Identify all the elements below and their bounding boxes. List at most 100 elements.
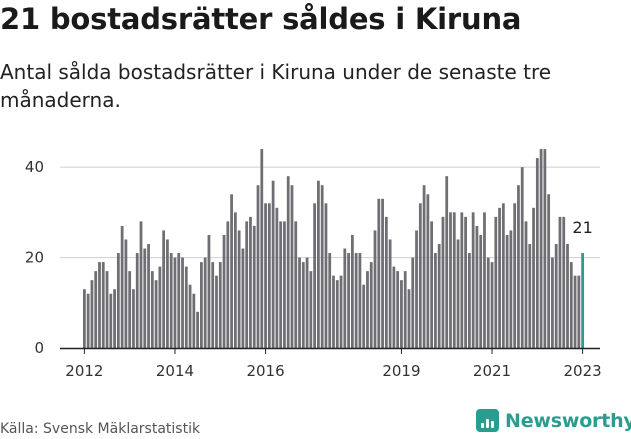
bar xyxy=(392,266,396,348)
bar xyxy=(128,271,132,348)
bar xyxy=(249,216,252,348)
bar xyxy=(422,185,426,348)
bar xyxy=(275,207,279,348)
bar xyxy=(320,185,324,348)
bar xyxy=(150,271,154,348)
bar xyxy=(298,257,301,348)
bar xyxy=(339,275,343,348)
x-tick-label: 2014 xyxy=(156,362,194,380)
bar xyxy=(505,234,509,348)
bar xyxy=(169,253,173,348)
bar xyxy=(222,234,226,348)
x-tick-label: 2019 xyxy=(382,362,420,380)
bar xyxy=(207,234,211,348)
bar xyxy=(467,253,471,348)
bar xyxy=(294,221,298,348)
bar xyxy=(513,203,517,348)
brand-logo[interactable]: Newsworthy xyxy=(476,409,631,432)
bar xyxy=(354,253,358,348)
y-tick-label: 40 xyxy=(25,158,44,176)
bar xyxy=(400,280,403,348)
bar xyxy=(539,149,543,348)
bar xyxy=(554,244,558,348)
bar xyxy=(498,207,501,348)
bars xyxy=(83,149,584,348)
bar xyxy=(90,280,94,348)
bar xyxy=(256,185,260,348)
bar xyxy=(369,262,373,348)
bar xyxy=(132,289,135,348)
bar xyxy=(384,216,388,348)
bar xyxy=(335,280,339,348)
x-tick-label: 2016 xyxy=(246,362,284,380)
bar xyxy=(366,271,369,348)
bar xyxy=(377,198,381,348)
bar xyxy=(441,216,445,348)
bar xyxy=(426,194,430,348)
x-tick-label: 2021 xyxy=(473,362,511,380)
bar xyxy=(283,221,286,348)
bar xyxy=(120,225,124,348)
bar xyxy=(509,230,513,348)
bar xyxy=(109,293,113,348)
bar xyxy=(101,262,105,348)
bar xyxy=(452,212,456,348)
bar xyxy=(237,230,241,348)
bar xyxy=(309,271,313,348)
bar xyxy=(569,262,573,348)
bar xyxy=(135,253,139,348)
bar xyxy=(562,216,566,348)
bar xyxy=(188,284,192,348)
bar xyxy=(434,253,437,348)
bar xyxy=(347,253,350,348)
bar xyxy=(158,266,162,348)
bar xyxy=(113,289,116,348)
bar xyxy=(558,216,562,348)
bar xyxy=(181,257,184,348)
bar xyxy=(464,216,467,348)
bar xyxy=(230,194,233,348)
bar xyxy=(547,194,551,348)
bar xyxy=(449,212,452,348)
bar xyxy=(388,239,392,348)
bar xyxy=(226,221,230,348)
bar xyxy=(350,234,354,348)
x-tick-label: 2012 xyxy=(65,362,103,380)
brand-name: Newsworthy xyxy=(505,409,631,432)
bar xyxy=(154,280,158,348)
highlight-value-label: 21 xyxy=(572,218,592,237)
bar xyxy=(166,239,169,348)
bar xyxy=(241,248,245,348)
bar xyxy=(301,262,305,348)
bar xyxy=(543,149,547,348)
bar xyxy=(437,244,441,348)
bar xyxy=(290,185,294,348)
bar xyxy=(358,253,362,348)
bar xyxy=(396,271,400,348)
bar xyxy=(267,203,271,348)
bar xyxy=(245,221,249,348)
bar xyxy=(535,158,539,348)
bar-chart: 0 20 40 2012 2014 2016 2019 2021 2023 21 xyxy=(25,149,602,380)
bar xyxy=(305,257,309,348)
bar xyxy=(524,221,528,348)
bar xyxy=(279,221,283,348)
bar xyxy=(196,311,200,348)
bar xyxy=(252,225,256,348)
bar xyxy=(328,253,332,348)
bar-highlight xyxy=(581,253,584,348)
bar xyxy=(233,212,237,348)
bar xyxy=(105,271,109,348)
bar xyxy=(173,257,177,348)
y-tick-label: 20 xyxy=(25,249,44,267)
bar xyxy=(116,253,120,348)
source-note: Källa: Svensk Mäklarstatistik xyxy=(0,421,201,437)
bar xyxy=(184,266,188,348)
bar xyxy=(566,244,569,348)
bar xyxy=(445,176,449,348)
bar xyxy=(211,262,215,348)
bar xyxy=(83,289,86,348)
bar xyxy=(517,185,520,348)
bar xyxy=(324,203,328,348)
bar xyxy=(471,212,475,348)
